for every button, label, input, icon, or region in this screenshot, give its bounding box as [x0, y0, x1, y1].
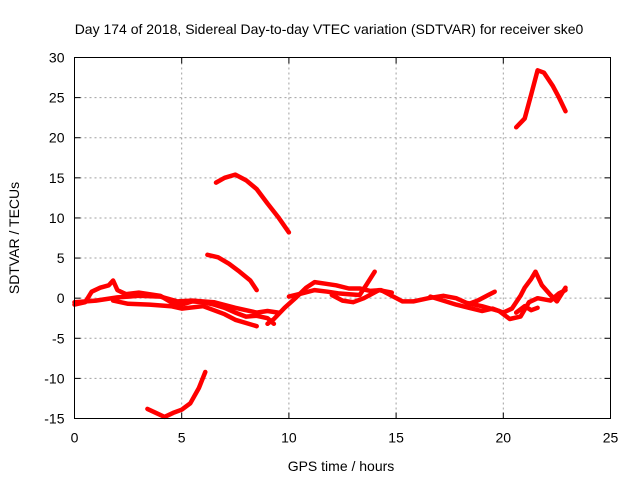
data-series: [72, 68, 568, 420]
y-tick-label: 15: [49, 170, 65, 186]
series-arc-12: [145, 369, 208, 420]
y-tick-label: -5: [52, 330, 65, 346]
y-tick-label: 5: [57, 250, 65, 266]
grid-lines: [74, 57, 611, 419]
series-arc-2: [72, 293, 281, 315]
series-arc-7: [428, 269, 568, 315]
plot-frame: [74, 57, 611, 419]
x-tick-label: 15: [388, 430, 404, 446]
axis-ticks: 0 5 10 15 20 25 -15 -10 -5 0 5 10 15 20 25 30: [44, 50, 618, 446]
x-tick-label: 0: [71, 430, 79, 446]
series-arc-9: [513, 303, 540, 315]
y-tick-label: 0: [57, 290, 65, 306]
x-tick-label: 5: [178, 430, 186, 446]
series-arc-4: [265, 279, 568, 327]
series-arc-8: [464, 289, 497, 307]
series-arc-10: [205, 252, 259, 293]
series-arc-6: [329, 287, 395, 305]
x-tick-label: 10: [281, 430, 297, 446]
x-axis-label: GPS time / hours: [288, 458, 395, 474]
x-tick-label: 25: [603, 430, 619, 446]
y-tick-label: 10: [49, 210, 65, 226]
series-arc-3: [110, 298, 259, 329]
y-tick-label: 25: [49, 90, 65, 106]
x-tick-label: 20: [496, 430, 512, 446]
chart-title: Day 174 of 2018, Sidereal Day-to-day VTE…: [75, 21, 584, 37]
series-arc-5: [286, 269, 377, 299]
series-arc-13: [513, 68, 568, 130]
series-arc-11: [213, 172, 292, 235]
y-axis-label: SDTVAR / TECUs: [6, 182, 22, 294]
y-tick-label: 20: [49, 130, 65, 146]
y-tick-label: -10: [44, 370, 64, 386]
y-tick-label: 30: [49, 50, 65, 66]
y-tick-label: -15: [44, 411, 64, 427]
